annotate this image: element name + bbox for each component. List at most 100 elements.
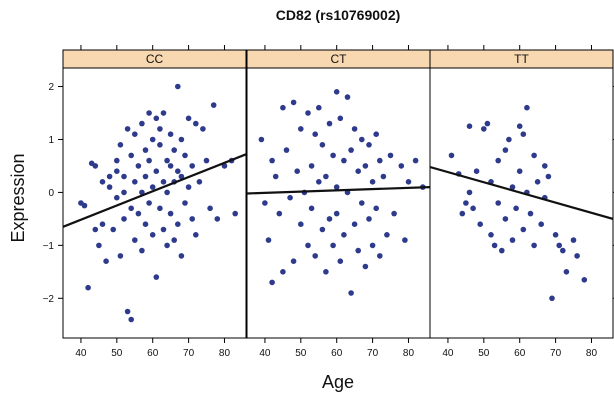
x-tick-label: 60 bbox=[331, 348, 343, 359]
data-point bbox=[369, 179, 376, 185]
data-point bbox=[106, 173, 113, 180]
data-point bbox=[135, 163, 142, 169]
panel-points-group bbox=[247, 89, 430, 296]
data-point bbox=[326, 216, 333, 222]
panel-points-group bbox=[430, 104, 613, 302]
data-point bbox=[574, 253, 580, 259]
data-point bbox=[466, 123, 473, 129]
y-tick-label: −2 bbox=[43, 294, 55, 305]
data-point bbox=[359, 200, 365, 206]
data-point bbox=[473, 168, 480, 174]
data-point bbox=[319, 226, 326, 233]
panel-points-group bbox=[63, 83, 246, 323]
x-tick-label: 40 bbox=[259, 348, 271, 359]
data-point bbox=[341, 157, 347, 164]
data-point bbox=[552, 232, 559, 238]
data-point bbox=[531, 242, 537, 249]
y-tick-label: 2 bbox=[48, 82, 54, 93]
data-point bbox=[214, 216, 221, 222]
data-point bbox=[175, 83, 181, 90]
data-point bbox=[402, 237, 408, 243]
data-point bbox=[459, 210, 466, 217]
strip-label-tt: TT bbox=[514, 52, 529, 66]
data-point bbox=[164, 189, 170, 196]
regression-line bbox=[63, 153, 246, 228]
x-tick-label: 60 bbox=[147, 348, 159, 359]
x-tick-label: 70 bbox=[367, 348, 379, 359]
data-point bbox=[142, 221, 149, 227]
x-tick-label: 80 bbox=[403, 348, 415, 359]
data-point bbox=[121, 216, 127, 222]
data-point bbox=[477, 221, 484, 227]
data-point bbox=[200, 126, 206, 132]
data-point bbox=[135, 210, 142, 217]
x-tick-label: 40 bbox=[442, 348, 454, 359]
x-tick-label: 40 bbox=[75, 348, 87, 359]
data-point bbox=[290, 258, 297, 265]
data-point bbox=[466, 189, 473, 196]
data-point bbox=[178, 253, 185, 259]
data-point bbox=[114, 157, 120, 164]
data-point bbox=[146, 157, 152, 164]
panel-tt: TT 40 50 60 70 80 bbox=[429, 45, 614, 359]
data-point bbox=[276, 210, 283, 217]
data-point bbox=[333, 89, 340, 95]
panel-frame bbox=[246, 67, 431, 339]
data-point bbox=[121, 189, 127, 196]
x-tick-label: 70 bbox=[183, 348, 195, 359]
data-point bbox=[182, 152, 188, 159]
x-tick-label: 70 bbox=[550, 348, 562, 359]
data-point bbox=[323, 269, 329, 275]
data-point bbox=[175, 168, 181, 174]
data-point bbox=[117, 142, 124, 148]
data-point bbox=[280, 104, 286, 111]
data-point bbox=[398, 163, 405, 169]
data-point bbox=[196, 179, 203, 185]
data-point bbox=[99, 221, 106, 227]
x-axis-title: Age bbox=[322, 372, 354, 392]
data-point bbox=[362, 163, 369, 169]
data-point bbox=[298, 126, 304, 132]
data-point bbox=[92, 163, 99, 169]
panel-frame bbox=[62, 67, 247, 339]
data-point bbox=[405, 179, 412, 185]
data-point bbox=[171, 237, 177, 243]
data-point bbox=[280, 269, 286, 275]
data-point bbox=[369, 242, 376, 249]
data-point bbox=[128, 205, 134, 212]
data-point bbox=[139, 120, 145, 127]
data-point bbox=[359, 136, 365, 143]
data-point bbox=[542, 163, 548, 169]
data-point bbox=[509, 237, 516, 243]
data-point bbox=[556, 242, 562, 249]
data-point bbox=[114, 168, 120, 174]
data-point bbox=[531, 152, 537, 159]
data-point bbox=[132, 179, 138, 185]
data-point bbox=[117, 253, 124, 259]
data-point bbox=[380, 173, 387, 180]
data-point bbox=[312, 131, 319, 137]
data-point bbox=[387, 152, 394, 159]
data-point bbox=[272, 173, 279, 180]
x-tick-label: 80 bbox=[586, 348, 598, 359]
data-point bbox=[149, 184, 156, 190]
data-point bbox=[232, 210, 238, 217]
data-point bbox=[193, 120, 199, 127]
data-point bbox=[570, 237, 577, 243]
data-point bbox=[560, 247, 566, 254]
data-point bbox=[139, 247, 145, 254]
data-point bbox=[178, 136, 185, 143]
data-point bbox=[355, 247, 362, 254]
data-point bbox=[326, 120, 333, 127]
data-point bbox=[333, 184, 340, 190]
data-point bbox=[164, 157, 170, 164]
data-point bbox=[178, 173, 185, 180]
data-point bbox=[132, 237, 138, 243]
data-point bbox=[448, 152, 455, 159]
data-point bbox=[520, 226, 527, 233]
data-point bbox=[377, 157, 383, 164]
data-point bbox=[175, 221, 181, 227]
data-point bbox=[516, 168, 523, 174]
